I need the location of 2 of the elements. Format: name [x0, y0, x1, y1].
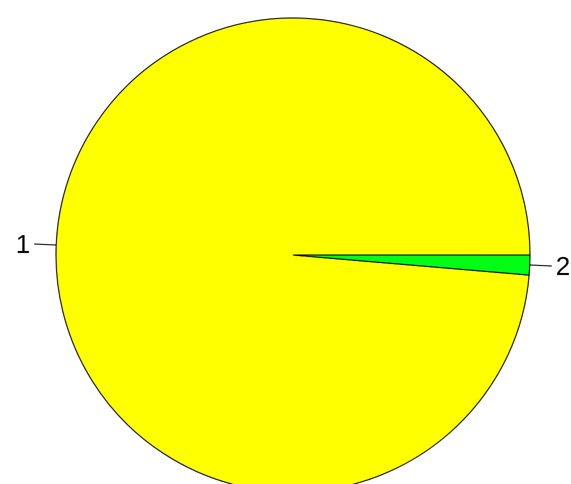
slice-label: 2: [556, 251, 570, 282]
slice-label: 1: [16, 228, 30, 259]
